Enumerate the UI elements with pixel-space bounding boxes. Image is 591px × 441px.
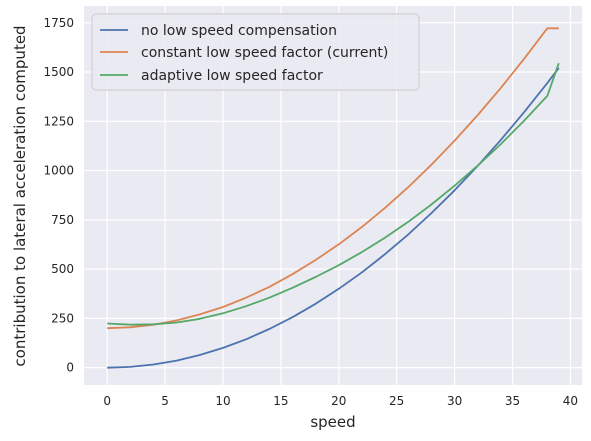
x-tick-label: 30 xyxy=(447,394,462,408)
x-tick-label: 25 xyxy=(389,394,404,408)
legend-box xyxy=(91,13,420,91)
y-tick-label: 1000 xyxy=(43,164,74,178)
series-lines xyxy=(107,27,560,369)
y-tick-label: 0 xyxy=(66,361,74,375)
x-tick-label: 35 xyxy=(505,394,520,408)
series-line-0 xyxy=(107,67,560,369)
y-tick-label: 250 xyxy=(51,311,74,325)
legend: no low speed compensation constant low s… xyxy=(91,13,420,91)
legend-label-adaptive-low-speed-factor: adaptive low speed factor xyxy=(141,68,323,84)
y-axis-label: contribution to lateral acceleration com… xyxy=(11,25,29,366)
series-line-2 xyxy=(107,62,560,326)
y-tick-label: 1500 xyxy=(43,65,74,79)
legend-label-constant-low-speed-factor: constant low speed factor (current) xyxy=(141,45,388,61)
y-tick-label: 1750 xyxy=(43,16,74,30)
x-tick-label: 40 xyxy=(563,394,578,408)
y-tick-label: 1250 xyxy=(43,114,74,128)
x-axis-label: speed xyxy=(310,413,355,431)
series-line-1 xyxy=(107,27,559,330)
y-tick-labels: 0 250 500 750 1000 1250 1500 1750 xyxy=(43,16,74,375)
x-tick-label: 15 xyxy=(273,394,288,408)
x-tick-label: 20 xyxy=(331,394,346,408)
x-tick-label: 0 xyxy=(103,394,111,408)
x-tick-label: 10 xyxy=(215,394,230,408)
legend-label-no-low-speed-compensation: no low speed compensation xyxy=(141,23,337,39)
x-tick-labels: 0 5 10 15 20 25 30 35 40 xyxy=(103,394,578,408)
y-tick-label: 750 xyxy=(51,213,74,227)
x-tick-label: 5 xyxy=(161,394,169,408)
y-tick-label: 500 xyxy=(51,262,74,276)
